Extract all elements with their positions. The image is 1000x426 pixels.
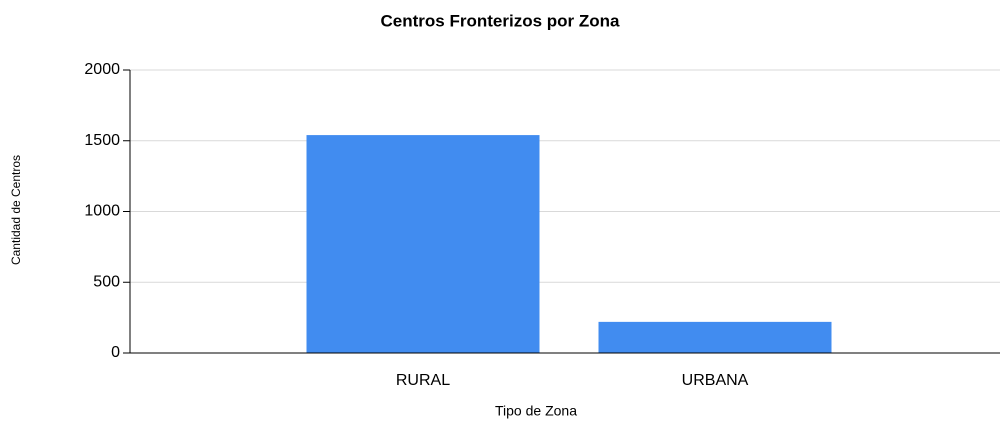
y-tick-label: 0 [111, 344, 120, 361]
x-tick-label: RURAL [396, 372, 450, 389]
x-axis-label: Tipo de Zona [495, 403, 577, 419]
x-tick-label: URBANA [682, 372, 749, 389]
y-tick-label: 500 [93, 273, 120, 290]
y-axis-label: Cantidad de Centros [9, 155, 23, 265]
chart-title: Centros Fronterizos por Zona [381, 11, 621, 30]
y-tick-label: 1500 [84, 132, 120, 149]
bar [306, 135, 540, 353]
bar [598, 321, 832, 353]
y-tick-label: 1000 [84, 203, 120, 220]
y-tick-label: 2000 [84, 61, 120, 78]
